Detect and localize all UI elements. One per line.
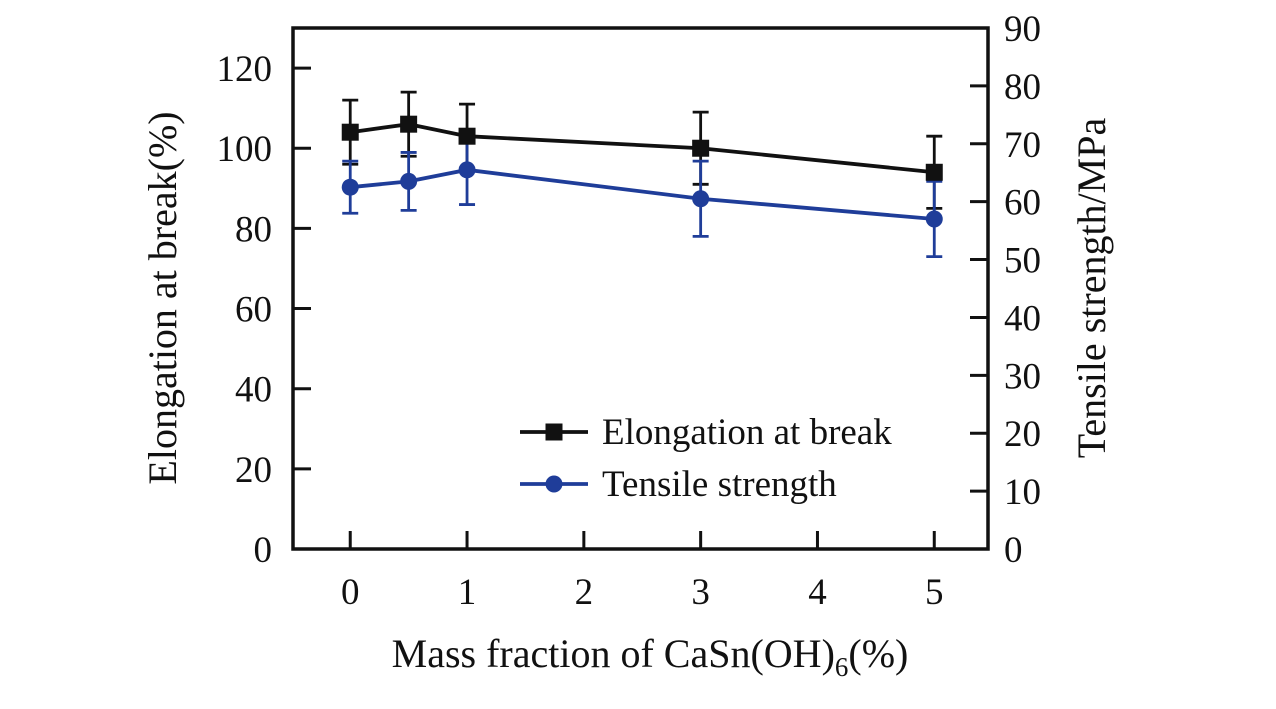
left-axis-tick-label: 100 [217, 129, 273, 170]
x-tick-label: 3 [691, 572, 710, 613]
left-axis-tick-label: 60 [235, 290, 272, 331]
series-line-elongation [349, 122, 935, 175]
right-axis-title: Tensile strength/MPa [1069, 117, 1114, 459]
data-point-square [925, 163, 943, 181]
left-axis-tick-label: 0 [254, 530, 273, 571]
x-tick-label: 2 [575, 572, 594, 613]
x-axis-title-units: (%) [848, 631, 909, 676]
x-tick-label: 1 [458, 572, 477, 613]
legend: Elongation at break Tensile strength [520, 406, 892, 510]
right-axis-tick-label: 40 [1004, 298, 1041, 339]
x-tick-label: 4 [808, 572, 827, 613]
data-point-circle [400, 172, 418, 190]
x-tick-label: 5 [925, 572, 944, 613]
legend-marker-circle-icon [520, 475, 588, 493]
x-axis-title-text: Mass fraction of CaSn(OH) [391, 631, 835, 676]
right-axis-tick-label: 80 [1004, 67, 1041, 108]
left-axis-tick-label: 120 [217, 49, 273, 90]
left-axis-tick-label: 40 [235, 370, 272, 411]
x-tick-label: 0 [341, 572, 360, 613]
left-axis-tick-label: 20 [235, 450, 272, 491]
legend-label-elongation: Elongation at break [602, 411, 892, 453]
right-axis-tick-label: 50 [1004, 241, 1041, 282]
legend-item-elongation: Elongation at break [520, 406, 892, 458]
right-axis-tick-label: 70 [1004, 125, 1041, 166]
right-axis-tick-label: 20 [1004, 414, 1041, 455]
data-point-square [341, 123, 359, 141]
left-axis-tick-label: 80 [235, 209, 272, 250]
data-point-square [458, 127, 476, 145]
series-line-tensile [350, 167, 935, 221]
data-point-circle [341, 178, 359, 196]
right-axis-tick-label: 10 [1004, 472, 1041, 513]
data-point-square [400, 115, 418, 133]
plot-frame [291, 26, 990, 551]
legend-label-tensile: Tensile strength [602, 463, 837, 505]
right-axis-tick-label: 90 [1004, 9, 1041, 50]
left-axis-title: Elongation at break(%) [140, 111, 185, 485]
data-point-circle [692, 190, 710, 208]
x-axis-title: Mass fraction of CaSn(OH)6(%) [391, 631, 909, 681]
right-axis-tick-label: 0 [1004, 530, 1023, 571]
data-point-square [692, 139, 710, 157]
data-point-circle [458, 161, 476, 179]
right-axis-tick-label: 30 [1004, 356, 1041, 397]
legend-item-tensile: Tensile strength [520, 458, 892, 510]
legend-marker-square-icon [520, 423, 588, 441]
data-point-circle [925, 210, 943, 228]
right-axis-tick-label: 60 [1004, 183, 1041, 224]
x-axis-title-subscript: 6 [834, 652, 849, 682]
